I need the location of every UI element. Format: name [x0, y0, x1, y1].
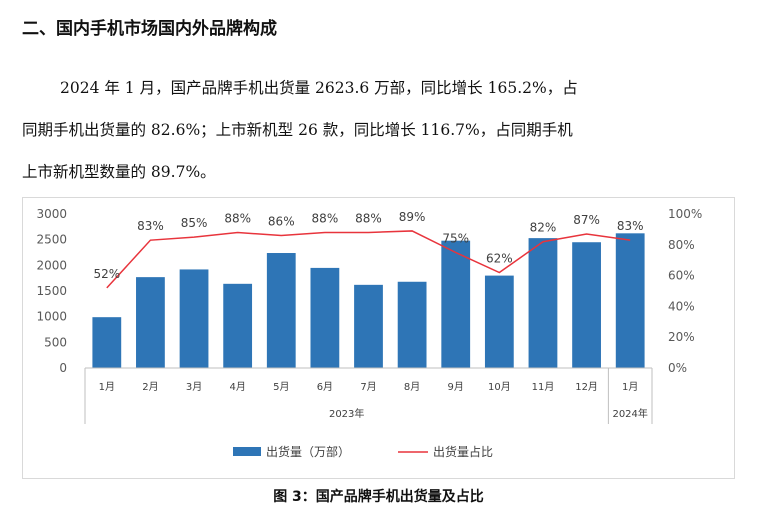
right-axis-tick-label: 60%: [668, 269, 695, 283]
share-data-label: 85%: [181, 216, 208, 230]
paragraph-line-3: 上市新机型数量的 89.7%。: [22, 163, 216, 181]
category-label: 3月: [186, 381, 202, 393]
share-data-label: 52%: [93, 267, 120, 281]
category-label: 9月: [448, 381, 464, 393]
left-axis-tick-label: 2000: [36, 258, 67, 272]
left-axis-tick-label: 3000: [36, 207, 67, 221]
chart-frame: 0 500 1000 1500 2000 2500 3000 0% 20% 40% 60% 80% 10…: [22, 197, 735, 479]
share-data-label: 86%: [268, 215, 295, 229]
legend-label-bar: 出货量（万部）: [266, 444, 350, 459]
bar-shipment: [310, 267, 340, 368]
legend-swatch-bar: [233, 447, 261, 456]
right-axis-tick-label: 40%: [668, 299, 695, 313]
right-axis-tick-label: 20%: [668, 330, 695, 344]
share-data-label: 89%: [399, 210, 426, 224]
category-label: 8月: [404, 381, 420, 393]
group-label: 2023年: [329, 407, 364, 420]
category-label: 12月: [575, 381, 598, 393]
bar-shipment: [92, 317, 122, 368]
category-label: 6月: [317, 381, 333, 393]
category-label: 11月: [532, 381, 555, 393]
left-axis-tick-label: 500: [44, 335, 67, 349]
bar-shipment: [615, 233, 645, 368]
share-data-label: 75%: [442, 232, 469, 246]
bar-shipment: [354, 284, 383, 368]
left-axis-tick-label: 2500: [36, 233, 67, 247]
share-data-label: 87%: [573, 213, 600, 227]
bar-shipment: [528, 238, 558, 368]
paragraph-line-2: 同期手机出货量的 82.6%；上市新机型 26 款，同比增长 116.7%，占同…: [22, 121, 573, 139]
right-axis-tick-label: 100%: [668, 207, 702, 221]
share-data-label: 82%: [530, 221, 557, 235]
legend-label-line: 出货量占比: [433, 444, 493, 459]
share-data-label: 88%: [355, 211, 382, 225]
category-label: 7月: [360, 381, 376, 393]
bar-shipment: [572, 242, 601, 368]
paragraph-line-1: 2024 年 1 月，国产品牌手机出货量 2623.6 万部，同比增长 165.…: [60, 79, 578, 97]
share-data-label: 88%: [312, 211, 339, 225]
share-data-label: 62%: [486, 252, 513, 266]
share-data-label: 88%: [224, 211, 251, 225]
category-label: 4月: [229, 381, 245, 393]
right-axis-tick-label: 80%: [668, 238, 695, 252]
share-data-label: 83%: [617, 219, 644, 233]
bar-shipment: [484, 275, 514, 368]
group-label: 2024年: [612, 407, 647, 420]
section-heading: 二、国内手机市场国内外品牌构成: [22, 19, 277, 39]
left-axis-tick-label: 0: [59, 361, 67, 375]
category-label: 1月: [622, 381, 638, 393]
bar-shipment: [136, 277, 165, 368]
bar-shipment: [441, 240, 471, 368]
left-axis-tick-label: 1500: [36, 284, 67, 298]
figure-caption: 图 3：国产品牌手机出货量及占比: [273, 489, 484, 505]
category-label: 2月: [142, 381, 158, 393]
line-share: [106, 230, 631, 289]
category-label: 1月: [99, 381, 115, 393]
category-label: 5月: [273, 381, 289, 393]
category-label: 10月: [488, 381, 511, 393]
bar-shipment: [179, 269, 209, 368]
shipment-chart: 0 500 1000 1500 2000 2500 3000 0% 20% 40% 60% 80% 10…: [36, 207, 702, 459]
bar-shipment: [223, 283, 253, 368]
bar-shipment: [397, 281, 427, 368]
left-axis-tick-label: 1000: [36, 310, 67, 324]
bar-shipment: [266, 253, 296, 368]
right-axis-tick-label: 0%: [668, 361, 687, 375]
share-data-label: 83%: [137, 219, 164, 233]
